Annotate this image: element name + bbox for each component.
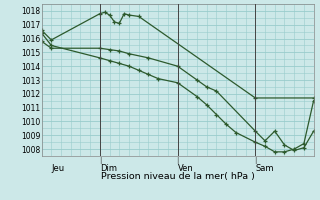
Text: Dim: Dim [100, 164, 117, 173]
X-axis label: Pression niveau de la mer( hPa ): Pression niveau de la mer( hPa ) [101, 172, 254, 181]
Text: |: | [176, 157, 179, 164]
Text: Jeu: Jeu [51, 164, 64, 173]
Text: Ven: Ven [178, 164, 193, 173]
Text: Sam: Sam [255, 164, 274, 173]
Text: |: | [99, 157, 101, 164]
Text: |: | [254, 157, 257, 164]
